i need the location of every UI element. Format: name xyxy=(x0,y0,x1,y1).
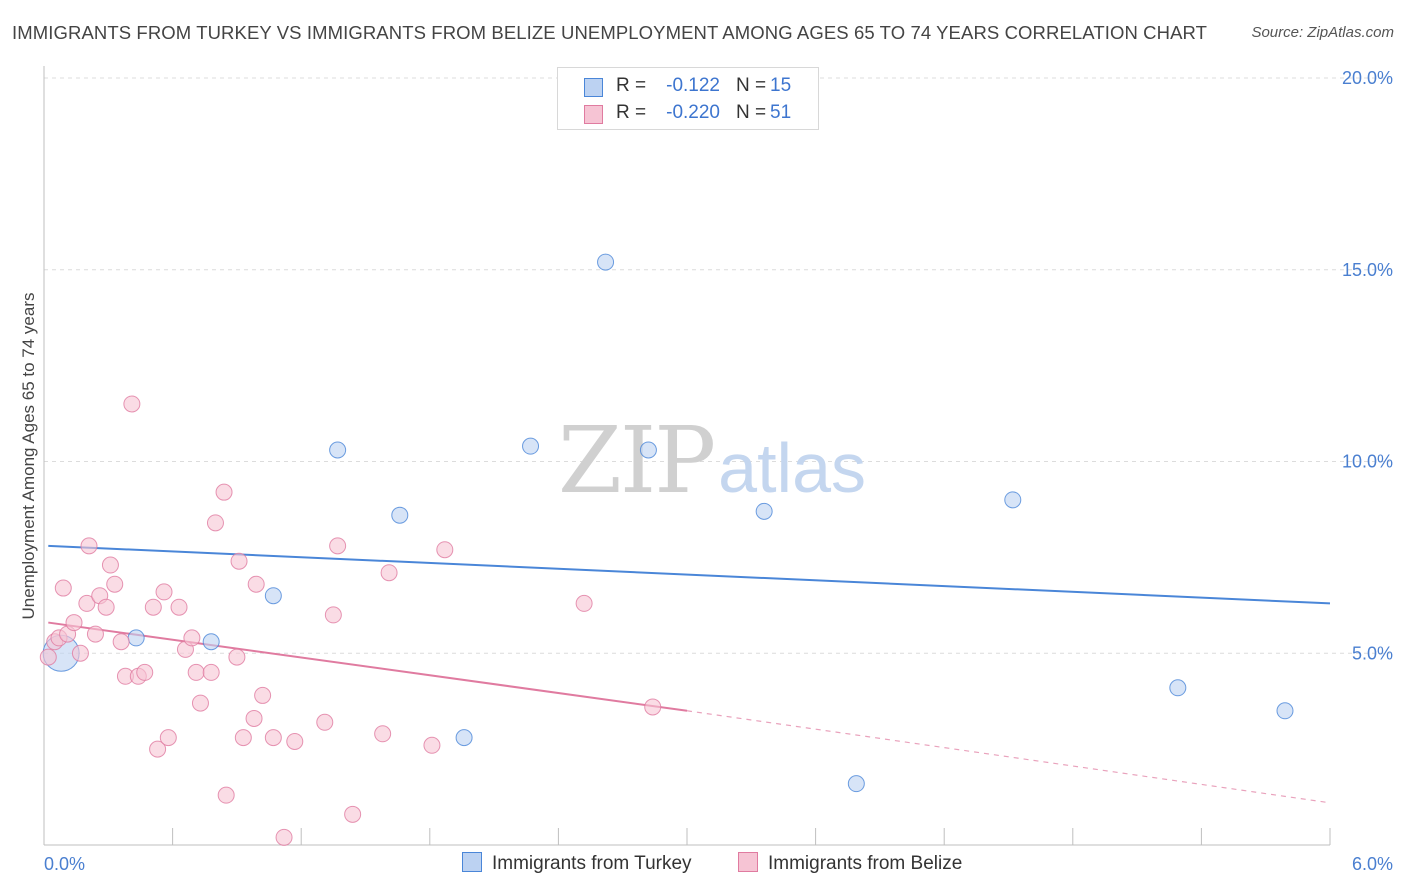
legend-swatch-belize xyxy=(584,105,603,124)
bottom-legend-turkey: Immigrants from Turkey xyxy=(462,852,692,875)
data-point-belize xyxy=(217,786,235,804)
data-point-belize xyxy=(228,648,246,666)
data-point-belize xyxy=(123,395,141,413)
data-point-turkey xyxy=(391,506,409,524)
data-point-turkey xyxy=(202,633,220,651)
data-point-belize xyxy=(97,598,115,616)
data-point-belize xyxy=(206,514,224,532)
legend: R = -0.122 N = 15 R = -0.220 N = 51 xyxy=(557,67,819,130)
data-point-belize xyxy=(71,644,89,662)
data-point-turkey xyxy=(455,729,473,747)
y-tick-label: 5.0% xyxy=(1352,643,1393,663)
data-point-turkey xyxy=(264,587,282,605)
bottom-legend-label-belize: Immigrants from Belize xyxy=(768,853,963,874)
data-point-belize xyxy=(423,736,441,754)
data-point-belize xyxy=(144,598,162,616)
y-tick-label: 10.0% xyxy=(1342,452,1393,472)
watermark: ZIPatlas xyxy=(558,407,866,514)
data-point-turkey xyxy=(329,441,347,459)
legend-r-value: -0.220 xyxy=(666,102,720,123)
data-point-belize xyxy=(112,633,130,651)
trend-line-turkey xyxy=(48,544,1331,605)
data-point-belize xyxy=(575,594,593,612)
data-point-belize xyxy=(380,564,398,582)
trend-line-extension-belize xyxy=(686,710,1331,804)
bottom-legend-label-turkey: Immigrants from Turkey xyxy=(492,853,692,874)
data-point-belize xyxy=(136,663,154,681)
legend-swatch-turkey xyxy=(584,78,603,97)
data-point-turkey xyxy=(1169,679,1187,697)
bottom-legend-belize: Immigrants from Belize xyxy=(738,852,962,875)
legend-n-value: 15 xyxy=(770,75,792,96)
data-point-belize xyxy=(374,725,392,743)
data-point-belize xyxy=(245,709,263,727)
trend-line-belize xyxy=(48,621,688,712)
data-point-belize xyxy=(264,729,282,747)
data-point-belize xyxy=(436,541,454,559)
data-point-belize xyxy=(78,594,96,612)
data-point-belize xyxy=(324,606,342,624)
y-tick-label: 15.0% xyxy=(1342,260,1393,280)
data-point-belize xyxy=(106,575,124,593)
data-point-belize xyxy=(275,828,293,846)
data-point-belize xyxy=(202,663,220,681)
x-tick-label: 6.0% xyxy=(1352,854,1393,874)
data-point-belize xyxy=(170,598,188,616)
data-point-belize xyxy=(80,537,98,555)
data-point-belize xyxy=(247,575,265,593)
legend-r-value: -0.122 xyxy=(666,75,720,96)
data-point-belize xyxy=(234,729,252,747)
data-point-belize xyxy=(149,740,167,758)
data-point-turkey xyxy=(1004,491,1022,509)
data-point-belize xyxy=(54,579,72,597)
data-point-belize xyxy=(254,686,272,704)
data-point-belize xyxy=(644,698,662,716)
x-tick-label: 0.0% xyxy=(44,854,85,874)
data-point-belize xyxy=(316,713,334,731)
data-point-turkey xyxy=(847,775,865,793)
legend-r-label: R = xyxy=(616,102,647,123)
data-point-belize xyxy=(191,694,209,712)
data-point-belize xyxy=(65,614,83,632)
data-point-belize xyxy=(187,663,205,681)
legend-n-label: N = xyxy=(736,75,767,96)
bottom-legend-swatch-belize xyxy=(738,852,758,872)
legend-r-label: R = xyxy=(616,75,647,96)
legend-n-label: N = xyxy=(736,102,767,123)
y-axis-label: Unemployment Among Ages 65 to 74 years xyxy=(19,293,38,620)
data-point-turkey xyxy=(639,441,657,459)
data-point-belize xyxy=(39,648,57,666)
data-point-belize xyxy=(86,625,104,643)
data-point-belize xyxy=(230,552,248,570)
chart-title: IMMIGRANTS FROM TURKEY VS IMMIGRANTS FRO… xyxy=(12,22,1208,43)
data-point-belize xyxy=(215,483,233,501)
legend-n-value: 51 xyxy=(770,102,792,123)
data-point-belize xyxy=(329,537,347,555)
data-point-belize xyxy=(286,732,304,750)
data-point-turkey xyxy=(755,502,773,520)
y-tick-label: 20.0% xyxy=(1342,68,1393,88)
data-point-belize xyxy=(344,805,362,823)
chart-source: Source: ZipAtlas.com xyxy=(1251,24,1394,41)
data-point-belize xyxy=(183,629,201,647)
data-point-turkey xyxy=(1276,702,1294,720)
data-point-belize xyxy=(159,729,177,747)
data-point-turkey xyxy=(127,629,145,647)
data-point-turkey xyxy=(597,253,615,271)
data-point-belize xyxy=(101,556,119,574)
bottom-legend-swatch-turkey xyxy=(462,852,482,872)
data-point-belize xyxy=(155,583,173,601)
data-point-turkey xyxy=(522,437,540,455)
